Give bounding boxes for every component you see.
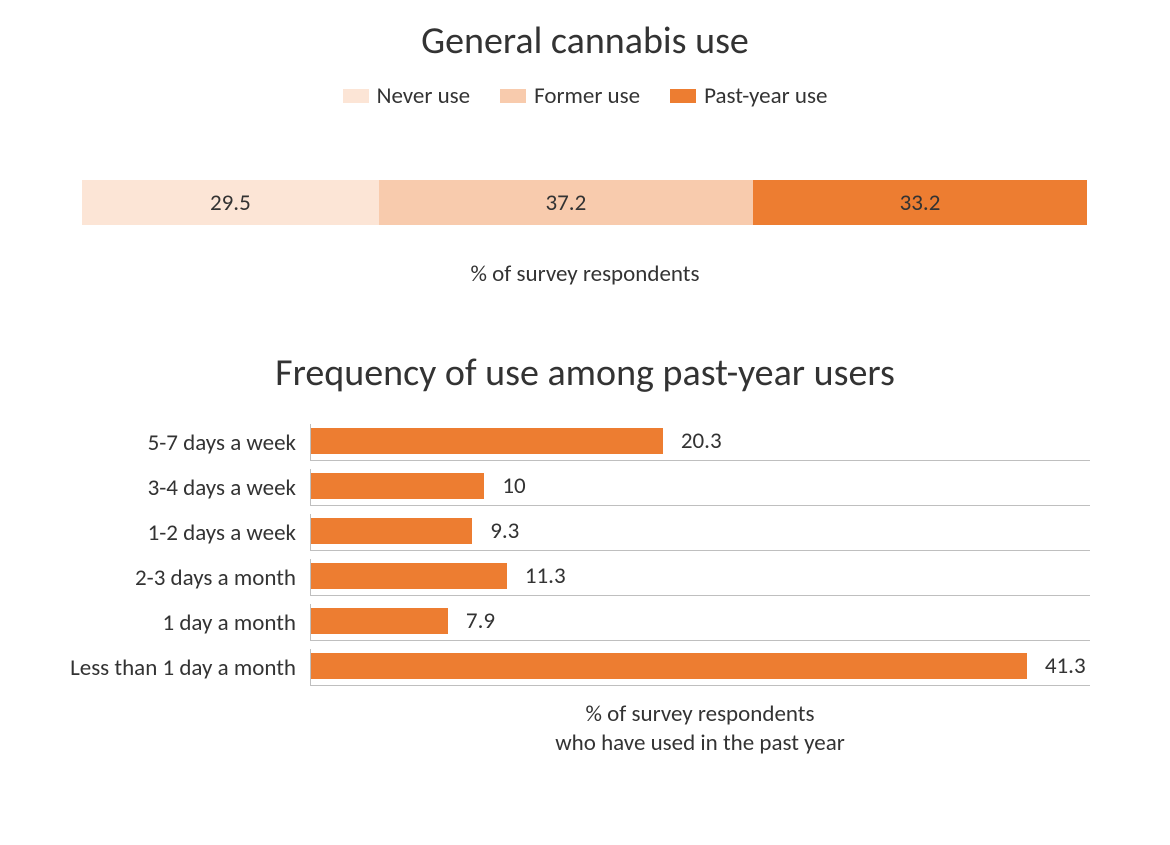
- chart1-stacked-bar: 29.5 37.2 33.2: [82, 180, 1088, 225]
- segment-former-use: 37.2: [379, 180, 753, 225]
- legend-swatch: [670, 89, 696, 103]
- bar-label: Less than 1 day a month: [0, 654, 310, 682]
- chart1-legend: Never use Former use Past-year use: [0, 82, 1170, 110]
- bar-value: 10: [502, 473, 525, 499]
- chart2-xlabel-line1: % of survey respondents: [586, 700, 815, 728]
- segment-value: 33.2: [900, 189, 941, 217]
- bar-fill: [311, 473, 484, 499]
- bar-label: 1-2 days a week: [0, 519, 310, 547]
- chart2-barchart: 5-7 days a week 20.3 3-4 days a week 10 1-2 …: [0, 420, 1170, 690]
- bar-label: 5-7 days a week: [0, 429, 310, 457]
- bar-fill: [311, 653, 1027, 679]
- bar-track: 10: [310, 469, 1090, 506]
- bar-track: 41.3: [310, 649, 1090, 686]
- legend-label: Never use: [377, 82, 471, 110]
- bar-value: 41.3: [1045, 653, 1086, 679]
- chart2-xlabel-line2: who have used in the past year: [555, 729, 845, 757]
- segment-value: 37.2: [545, 189, 586, 217]
- bar-track: 11.3: [310, 559, 1090, 596]
- bar-track: 7.9: [310, 604, 1090, 641]
- bar-label: 2-3 days a month: [0, 564, 310, 592]
- chart2-xlabel: % of survey respondents who have used in…: [310, 700, 1090, 758]
- bar-fill: [311, 563, 507, 589]
- bar-label: 3-4 days a week: [0, 474, 310, 502]
- chart1-title: General cannabis use: [0, 18, 1170, 64]
- chart1-xlabel: % of survey respondents: [0, 260, 1170, 288]
- bar-value: 20.3: [681, 428, 722, 454]
- bar-row: 2-3 days a month 11.3: [0, 555, 1170, 600]
- charts-container: General cannabis use Never use Former us…: [0, 0, 1170, 845]
- bar-value: 11.3: [525, 563, 566, 589]
- bar-row: 1-2 days a week 9.3: [0, 510, 1170, 555]
- bar-value: 7.9: [466, 608, 495, 634]
- chart2-title: Frequency of use among past-year users: [0, 350, 1170, 396]
- legend-item-former-use: Former use: [500, 82, 640, 110]
- legend-swatch: [500, 89, 526, 103]
- bar-row: 1 day a month 7.9: [0, 600, 1170, 645]
- bar-fill: [311, 428, 663, 454]
- bar-fill: [311, 608, 448, 634]
- segment-past-year-use: 33.2: [753, 180, 1087, 225]
- bar-track: 20.3: [310, 424, 1090, 461]
- segment-never-use: 29.5: [82, 180, 379, 225]
- legend-item-past-year-use: Past-year use: [670, 82, 827, 110]
- legend-swatch: [343, 89, 369, 103]
- bar-label: 1 day a month: [0, 609, 310, 637]
- bar-value: 9.3: [490, 518, 519, 544]
- segment-value: 29.5: [210, 189, 251, 217]
- bar-track: 9.3: [310, 514, 1090, 551]
- legend-label: Former use: [534, 82, 640, 110]
- bar-row: 3-4 days a week 10: [0, 465, 1170, 510]
- legend-item-never-use: Never use: [343, 82, 471, 110]
- bar-fill: [311, 518, 472, 544]
- legend-label: Past-year use: [704, 82, 827, 110]
- bar-row: Less than 1 day a month 41.3: [0, 645, 1170, 690]
- bar-row: 5-7 days a week 20.3: [0, 420, 1170, 465]
